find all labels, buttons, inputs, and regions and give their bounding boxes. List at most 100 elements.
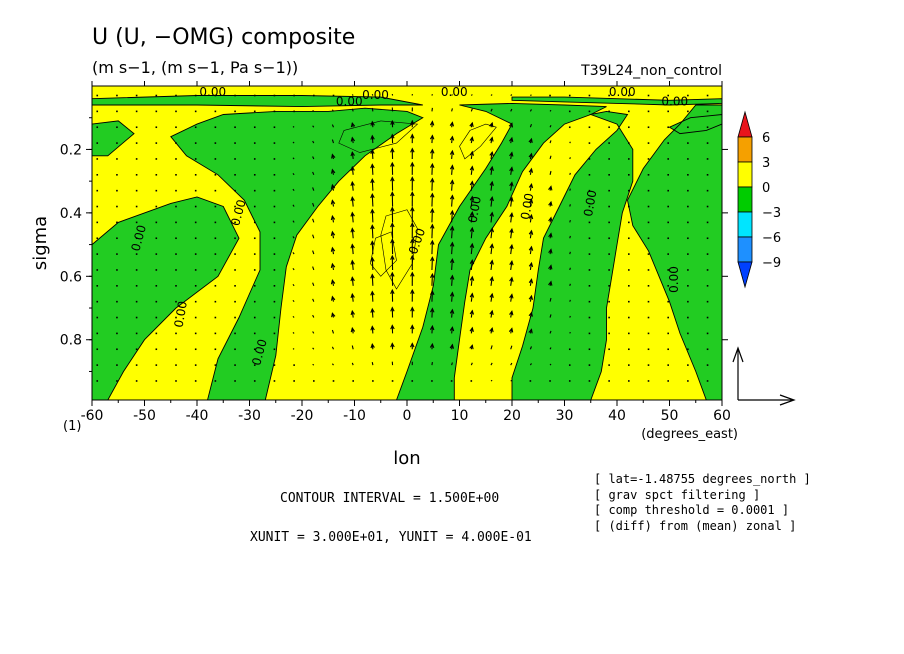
vector-dot bbox=[155, 126, 158, 129]
vector-dot bbox=[116, 364, 118, 366]
vector-arrowhead bbox=[509, 212, 514, 218]
negative-region-3 bbox=[170, 108, 423, 400]
vector-dot bbox=[253, 205, 256, 208]
vector-arrow bbox=[569, 251, 571, 255]
vector-dot bbox=[687, 126, 689, 129]
vector-dot bbox=[194, 205, 197, 208]
info-line-1: [ lat=-1.48755 degrees_north ] bbox=[594, 472, 811, 486]
vector-dot bbox=[667, 253, 669, 255]
vector-arrow bbox=[569, 315, 571, 318]
x-tick-label: 60 bbox=[713, 408, 731, 424]
x-tick-label: 0 bbox=[403, 408, 412, 424]
vector-dot bbox=[194, 110, 197, 113]
vector-dot bbox=[273, 205, 276, 208]
vector-dot bbox=[96, 221, 99, 224]
vector-arrowhead bbox=[489, 211, 495, 217]
vector-arrow bbox=[312, 347, 315, 350]
colorbar: 6 3 0 −3 −6 −9 bbox=[737, 110, 781, 289]
contour-label: 0.00 bbox=[581, 189, 599, 218]
vector-dot bbox=[234, 237, 236, 240]
vector-dot bbox=[608, 174, 610, 176]
vector-arrowhead bbox=[489, 136, 494, 142]
vector-dot bbox=[214, 300, 217, 303]
vector-arrow bbox=[312, 187, 315, 191]
vector-dot bbox=[155, 300, 158, 303]
vector-dot bbox=[194, 300, 197, 303]
vector-arrowhead bbox=[528, 152, 533, 158]
vector-dot bbox=[608, 158, 610, 160]
vector-arrowhead bbox=[489, 309, 494, 316]
vector-dot bbox=[706, 253, 709, 255]
vector-arrowhead bbox=[330, 230, 336, 236]
vector-dot bbox=[116, 174, 118, 176]
vector-arrow bbox=[292, 141, 295, 144]
vector-arrow bbox=[351, 260, 354, 271]
x-tick-label: -20 bbox=[291, 408, 314, 424]
vector-dot bbox=[175, 126, 177, 129]
vector-dot bbox=[706, 142, 709, 144]
vector-dot bbox=[214, 380, 217, 382]
vector-dot bbox=[234, 332, 236, 335]
vector-dot bbox=[234, 364, 236, 366]
vector-dot bbox=[214, 174, 217, 176]
vector-dot bbox=[234, 221, 236, 224]
vector-arrowhead bbox=[350, 151, 355, 157]
vector-arrowhead bbox=[370, 134, 375, 140]
vector-dot bbox=[549, 94, 551, 97]
vector-arrow bbox=[451, 362, 453, 366]
vector-arrow bbox=[351, 197, 354, 207]
vector-arrowhead bbox=[548, 200, 553, 207]
vector-dot bbox=[687, 364, 689, 366]
vector-dot bbox=[667, 142, 669, 144]
vector-arrow bbox=[292, 236, 295, 239]
vector-dot bbox=[588, 189, 591, 192]
contour-labels: 0.000.000.000.000.000.00 0.00 0.000.000.00… bbox=[129, 85, 689, 367]
vector-dot bbox=[332, 380, 335, 382]
vector-arrow bbox=[312, 140, 315, 144]
vector-dot bbox=[253, 221, 256, 224]
vector-arrowhead bbox=[469, 309, 475, 315]
vector-arrow bbox=[549, 170, 552, 175]
vector-dot bbox=[253, 158, 256, 160]
vector-arrowhead bbox=[449, 194, 455, 200]
vector-dot bbox=[273, 126, 276, 129]
vector-dot bbox=[96, 364, 99, 366]
vector-dot bbox=[116, 189, 118, 192]
vector-dot bbox=[194, 380, 197, 382]
vector-arrowhead bbox=[430, 239, 435, 245]
zero-contour-6 bbox=[511, 96, 723, 106]
vector-arrow bbox=[510, 362, 513, 366]
vector-arrow bbox=[292, 188, 295, 191]
vector-dot bbox=[588, 316, 591, 319]
vector-arrowhead bbox=[489, 195, 494, 202]
vector-dot bbox=[667, 237, 669, 240]
vector-arrow bbox=[292, 299, 295, 303]
vector-dot bbox=[214, 205, 217, 208]
vector-dot bbox=[194, 269, 197, 271]
x-tick-label: -40 bbox=[186, 408, 209, 424]
vector-arrowhead bbox=[528, 261, 534, 268]
zero-contour-2 bbox=[91, 196, 240, 401]
vector-dot bbox=[253, 300, 256, 303]
vector-dot bbox=[628, 380, 630, 382]
vector-dot bbox=[667, 380, 669, 382]
vector-arrowhead bbox=[370, 290, 375, 296]
vector-dot bbox=[608, 126, 610, 129]
vector-dot bbox=[135, 158, 138, 160]
vector-dot bbox=[234, 126, 236, 129]
vector-arrow bbox=[569, 204, 571, 207]
vector-dot bbox=[175, 221, 177, 224]
vector-arrowhead bbox=[410, 324, 415, 330]
vector-arrowhead bbox=[509, 310, 514, 316]
vector-arrow bbox=[292, 332, 295, 334]
contour-label: 0.00 bbox=[609, 85, 636, 99]
vector-dot bbox=[155, 94, 158, 97]
vector-dot bbox=[96, 316, 99, 319]
vector-dot bbox=[234, 110, 236, 113]
vector-dot bbox=[155, 142, 158, 144]
vector-arrow bbox=[490, 277, 493, 286]
y-tick-label: 0.2 bbox=[60, 142, 82, 158]
vector-dot bbox=[628, 237, 630, 240]
vector-dot bbox=[667, 332, 669, 335]
vector-dot bbox=[647, 221, 650, 224]
